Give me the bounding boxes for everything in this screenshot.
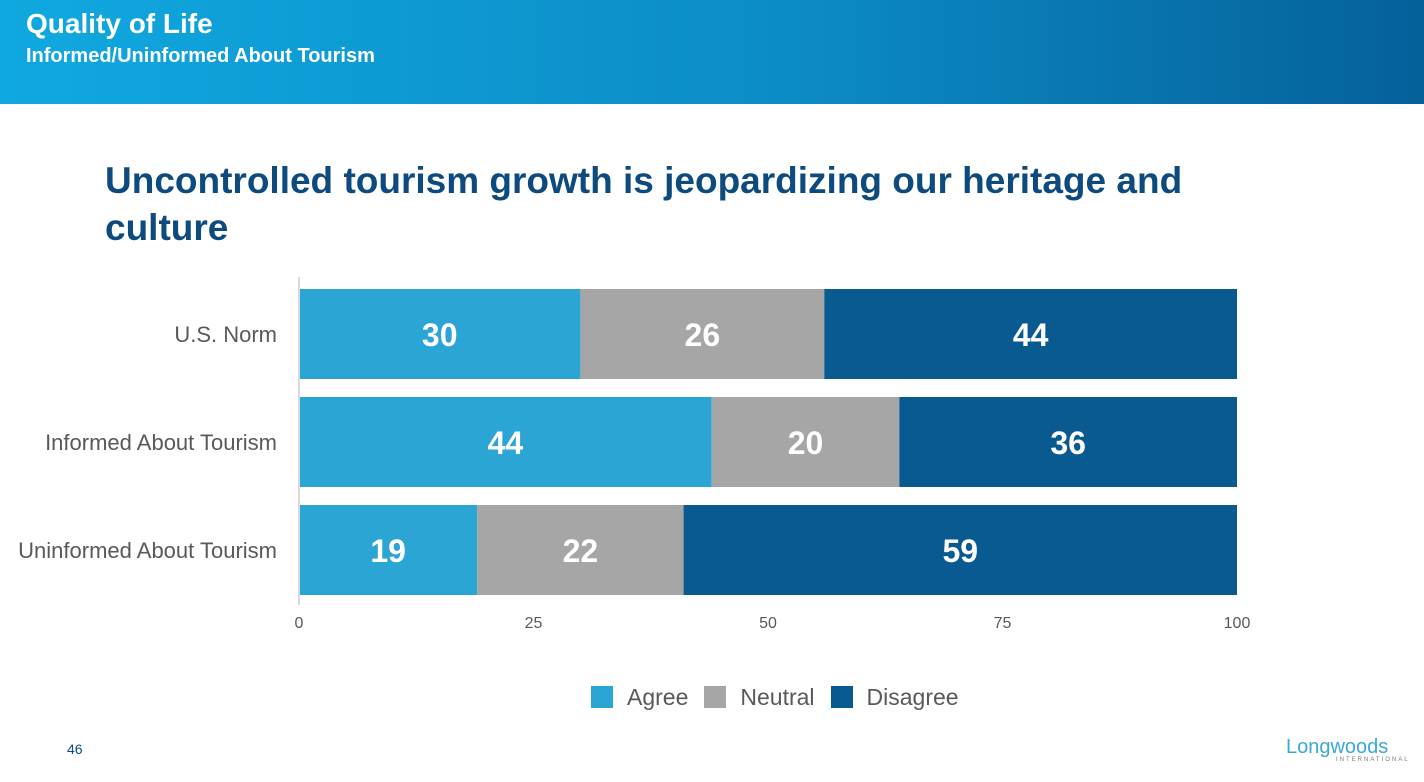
bar-disagree-uninformed-about-tourism (683, 505, 1237, 595)
x-tick-label-0: 0 (295, 615, 304, 632)
x-tick-label-75: 75 (994, 615, 1012, 632)
legend-swatch-agree (591, 686, 613, 708)
data-label-disagree-u-s-norm: 44 (1013, 317, 1049, 353)
bar-disagree-u-s-norm (824, 289, 1237, 379)
bar-neutral-informed-about-tourism (711, 397, 900, 487)
data-label-neutral-informed-about-tourism: 20 (788, 425, 824, 461)
x-tick-label-25: 25 (525, 615, 543, 632)
legend-swatch-neutral (704, 686, 727, 708)
header-band: Quality of Life Informed/Uninformed Abou… (0, 0, 1424, 104)
data-label-disagree-uninformed-about-tourism: 59 (942, 533, 978, 569)
legend-label-neutral: Neutral (740, 683, 815, 710)
bar-agree-informed-about-tourism (299, 397, 712, 487)
legend-item-neutral: Neutral (704, 683, 815, 711)
category-label-uninformed-about-tourism: Uninformed About Tourism (18, 538, 277, 563)
logo-subtitle: INTERNATIONAL (1336, 757, 1410, 763)
bar-neutral-uninformed-about-tourism (477, 505, 684, 595)
chart-legend: Agree Neutral Disagree (591, 683, 975, 711)
legend-swatch-disagree (830, 686, 853, 708)
x-tick-label-100: 100 (1224, 615, 1251, 632)
legend-item-agree: Agree (591, 684, 688, 711)
bar-neutral-u-s-norm (580, 289, 825, 379)
x-tick-label-50: 50 (759, 615, 777, 632)
category-label-u-s-norm: U.S. Norm (174, 322, 277, 347)
header-title: Quality of Life (26, 8, 213, 39)
bar-agree-uninformed-about-tourism (299, 505, 478, 595)
data-label-neutral-uninformed-about-tourism: 22 (563, 533, 599, 569)
header-subtitle: Informed/Uninformed About Tourism (26, 45, 375, 67)
page-number: 46 (67, 741, 83, 757)
bar-agree-u-s-norm (299, 289, 581, 379)
data-label-agree-informed-about-tourism: 44 (488, 425, 524, 461)
bar-disagree-informed-about-tourism (899, 397, 1237, 487)
data-label-agree-uninformed-about-tourism: 19 (370, 533, 406, 569)
longwoods-logo: Longwoods INTERNATIONAL (1286, 736, 1408, 766)
legend-item-disagree: Disagree (830, 683, 959, 711)
legend-label-agree: Agree (627, 683, 689, 710)
logo-wordmark: Longwoods (1286, 736, 1389, 758)
data-label-agree-u-s-norm: 30 (422, 317, 458, 353)
data-label-neutral-u-s-norm: 26 (685, 317, 721, 353)
legend-label-disagree: Disagree (866, 683, 959, 710)
data-label-disagree-informed-about-tourism: 36 (1050, 425, 1086, 461)
category-label-informed-about-tourism: Informed About Tourism (45, 430, 277, 455)
chart-title: Uncontrolled tourism growth is jeopardiz… (105, 160, 1183, 248)
